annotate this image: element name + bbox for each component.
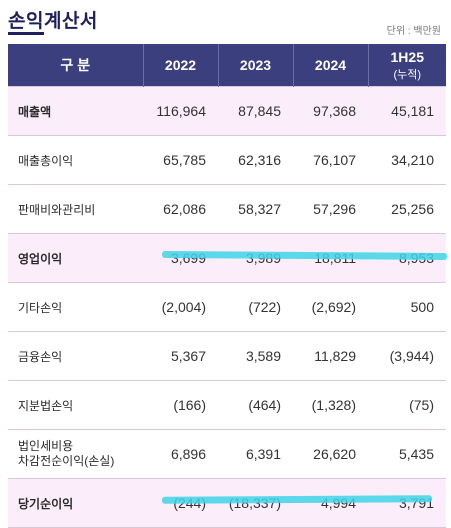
page-title: 손익계산서 [8,11,98,32]
cell-value: 25,256 [368,184,446,234]
cell-value: 62,316 [218,135,293,185]
cell-value: 3,589 [218,331,293,381]
cell-value: (1,328) [293,380,368,430]
row-label: 지분법손익 [8,380,143,430]
income-statement-table: 구 분 2022 2023 2024 1H25 (누적) 매출액 116,964… [8,44,446,528]
header-1h25-sub: (누적) [393,68,422,81]
cell-value: 5,435 [368,429,446,479]
cell-value: (2,004) [143,282,218,332]
row-label: 기타손익 [8,282,143,332]
table-row: 매출총이익 65,785 62,316 76,107 34,210 [8,135,446,185]
row-label-two-line: 법인세비용 차감전순이익(손실) [8,429,143,479]
table-row: 기타손익 (2,004) (722) (2,692) 500 [8,282,446,332]
cell-value: (722) [218,282,293,332]
cell-value: 76,107 [293,135,368,185]
cell-value: 11,829 [293,331,368,381]
cell-value: 6,391 [218,429,293,479]
cell-value: 5,367 [143,331,218,381]
cell-value: 6,896 [143,429,218,479]
cell-value: 3,791 [368,478,446,528]
title-underline [8,32,44,35]
table-row: 법인세비용 차감전순이익(손실) 6,896 6,391 26,620 5,43… [8,429,446,479]
header-1h25: 1H25 (누적) [367,44,446,87]
header-year-2023: 2023 [217,44,293,87]
cell-value: (75) [368,380,446,430]
row-label: 금융손익 [8,331,143,381]
cell-value: 116,964 [143,86,218,136]
header-year-2024: 2024 [292,44,368,87]
cell-value: 97,368 [293,86,368,136]
row-label-line-1: 법인세비용 [18,439,74,453]
header-category: 구 분 [8,44,143,87]
row-label: 영업이익 [8,233,143,283]
cell-value: (2,692) [293,282,368,332]
row-label: 판매비와관리비 [8,184,143,234]
cell-value: 34,210 [368,135,446,185]
row-label: 매출총이익 [8,135,143,185]
cell-value: 500 [368,282,446,332]
cell-value: 87,845 [218,86,293,136]
header-1h25-label: 1H25 [390,48,424,65]
cell-value: 57,296 [293,184,368,234]
table-row: 금융손익 5,367 3,589 11,829 (3,944) [8,331,446,381]
cell-value: 58,327 [218,184,293,234]
row-label-line-2: 차감전순이익(손실) [18,454,115,468]
cell-value: 62,086 [143,184,218,234]
cell-value: 4,994 [293,478,368,528]
header-year-2022: 2022 [142,44,218,87]
cell-value: 45,181 [368,86,446,136]
table-row: 판매비와관리비 62,086 58,327 57,296 25,256 [8,184,446,234]
cell-value: (464) [218,380,293,430]
unit-label: 단위 : 백만원 [386,26,441,37]
header-row: 구 분 2022 2023 2024 1H25 (누적) [8,44,446,87]
highlighter-stroke-net-income [161,495,433,504]
table-row: 매출액 116,964 87,845 97,368 45,181 [8,86,446,136]
table-row: 지분법손익 (166) (464) (1,328) (75) [8,380,446,430]
cell-value: 65,785 [143,135,218,185]
row-label: 매출액 [8,86,143,136]
row-label: 당기순이익 [8,478,143,528]
cell-value: (3,944) [368,331,446,381]
cell-value: (166) [143,380,218,430]
cell-value: 26,620 [293,429,368,479]
